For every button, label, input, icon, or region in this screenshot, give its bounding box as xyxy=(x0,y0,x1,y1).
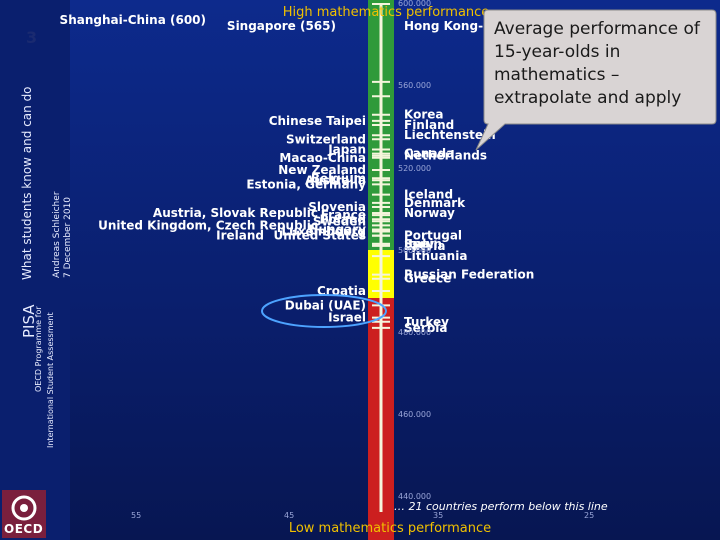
country-label: Russian Federation xyxy=(404,268,534,282)
country-label: Poland xyxy=(320,212,366,226)
country-label: Turkey xyxy=(404,315,449,329)
country-label: Slovenia xyxy=(308,200,366,214)
country-label: Greece xyxy=(404,272,451,286)
country-label: Finland xyxy=(404,118,454,132)
country-label: Latvia xyxy=(404,239,446,253)
country-label: United Kingdom, Czech Republic xyxy=(98,218,318,232)
country-label: Austria, Slovak Republic xyxy=(153,206,318,220)
country-label: Luxembourg xyxy=(282,225,366,239)
country-label: Netherlands xyxy=(404,149,487,163)
country-label: Serbia xyxy=(404,321,448,335)
country-label: Chinese Taipei xyxy=(269,114,366,128)
scale-tick-560: 560.000 xyxy=(398,81,431,90)
country-label: Lithuania xyxy=(404,249,467,263)
scale-tick-480: 480.000 xyxy=(398,328,431,337)
country-label: Macao-China xyxy=(279,151,366,165)
callout-bubble xyxy=(475,9,717,151)
scale-tick-500: 500.000 xyxy=(398,246,431,255)
country-label: Estonia, Germany xyxy=(246,177,366,191)
tick-marks xyxy=(372,3,390,329)
country-label: Switzerland xyxy=(286,132,366,146)
country-label: Liechtenstein xyxy=(404,128,496,142)
country-label: Denmark xyxy=(404,196,466,210)
axis-tick-45: 45 xyxy=(284,511,294,520)
oecd-logo-icon xyxy=(2,490,46,538)
scale-tick-460: 460.000 xyxy=(398,410,431,419)
country-label: Dubai (UAE) xyxy=(285,298,366,312)
country-label: Sweden xyxy=(313,214,366,228)
country-labels: Shanghai-China (600) Singapore (565) Chine… xyxy=(60,13,535,335)
country-label: Spain xyxy=(404,237,442,251)
country-label: Italy xyxy=(404,237,434,251)
country-label: New Zealand xyxy=(278,163,366,177)
country-label: Israel xyxy=(328,311,366,325)
chart-title-high: High mathematics performance xyxy=(283,5,490,20)
highlight-ellipse xyxy=(261,294,387,328)
country-label: Ireland xyxy=(216,229,264,243)
country-label: Canada xyxy=(404,147,454,161)
scale-tick-600: 600.000 xyxy=(398,0,431,8)
country-label: Hungary xyxy=(308,223,366,237)
callout-text: Average performance of 15-year-olds in m… xyxy=(494,19,700,108)
page-number: 3 xyxy=(26,28,38,47)
below-line-note: … 21 countries perform below this line xyxy=(394,500,608,513)
country-label: United States xyxy=(273,229,366,243)
country-label: Australia xyxy=(305,173,366,187)
country-label: Norway xyxy=(404,206,455,220)
sidebar: PISA What students know and can do OECD … xyxy=(0,0,73,540)
axis-tick-55: 55 xyxy=(131,511,141,520)
axis-tick-25: 25 xyxy=(584,511,594,520)
country-label: Japan xyxy=(327,143,366,157)
logo-text: OECD xyxy=(4,522,44,536)
axis-tick-35: 35 xyxy=(433,511,443,520)
country-label: Portugal xyxy=(404,229,462,243)
scale-tick-520: 520.000 xyxy=(398,164,431,173)
country-label: Iceland xyxy=(404,188,453,202)
country-label: France xyxy=(321,208,366,222)
country-label: Shanghai-China (600) xyxy=(60,13,206,27)
country-label: Singapore (565) xyxy=(227,19,336,33)
country-label: Belgium xyxy=(311,171,366,185)
scale-tick-440: 440.000 xyxy=(398,492,431,501)
country-label: Korea xyxy=(404,108,444,122)
chart-bottom-label: Low mathematics performance xyxy=(289,521,491,536)
